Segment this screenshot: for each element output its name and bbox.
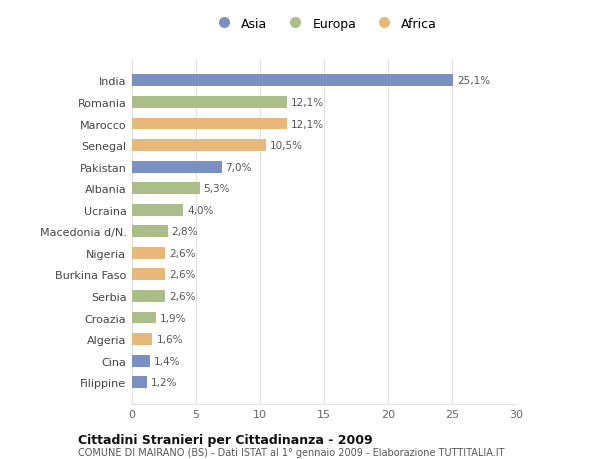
Text: 1,9%: 1,9% xyxy=(160,313,187,323)
Text: 1,6%: 1,6% xyxy=(157,334,183,344)
Text: 7,0%: 7,0% xyxy=(226,162,252,172)
Bar xyxy=(132,355,150,367)
Bar xyxy=(132,97,287,109)
Bar xyxy=(132,162,221,173)
Bar xyxy=(132,247,165,259)
Bar xyxy=(132,226,168,238)
Bar xyxy=(132,204,183,216)
Bar xyxy=(132,183,200,195)
Text: 4,0%: 4,0% xyxy=(187,205,214,215)
Text: 1,4%: 1,4% xyxy=(154,356,180,366)
Bar xyxy=(132,75,453,87)
Bar xyxy=(132,333,152,345)
Text: 2,6%: 2,6% xyxy=(169,291,196,301)
Bar xyxy=(132,312,157,324)
Text: 2,8%: 2,8% xyxy=(172,227,198,237)
Bar xyxy=(132,118,287,130)
Bar xyxy=(132,376,148,388)
Text: 25,1%: 25,1% xyxy=(457,76,490,86)
Bar xyxy=(132,140,266,151)
Text: 2,6%: 2,6% xyxy=(169,270,196,280)
Text: 2,6%: 2,6% xyxy=(169,248,196,258)
Text: 12,1%: 12,1% xyxy=(291,119,324,129)
Bar xyxy=(132,291,165,302)
Text: Cittadini Stranieri per Cittadinanza - 2009: Cittadini Stranieri per Cittadinanza - 2… xyxy=(78,433,373,446)
Text: COMUNE DI MAIRANO (BS) - Dati ISTAT al 1° gennaio 2009 - Elaborazione TUTTITALIA: COMUNE DI MAIRANO (BS) - Dati ISTAT al 1… xyxy=(78,448,505,458)
Legend: Asia, Europa, Africa: Asia, Europa, Africa xyxy=(211,18,437,31)
Text: 1,2%: 1,2% xyxy=(151,377,178,387)
Text: 5,3%: 5,3% xyxy=(203,184,230,194)
Text: 10,5%: 10,5% xyxy=(270,141,303,151)
Text: 12,1%: 12,1% xyxy=(291,98,324,108)
Bar xyxy=(132,269,165,281)
